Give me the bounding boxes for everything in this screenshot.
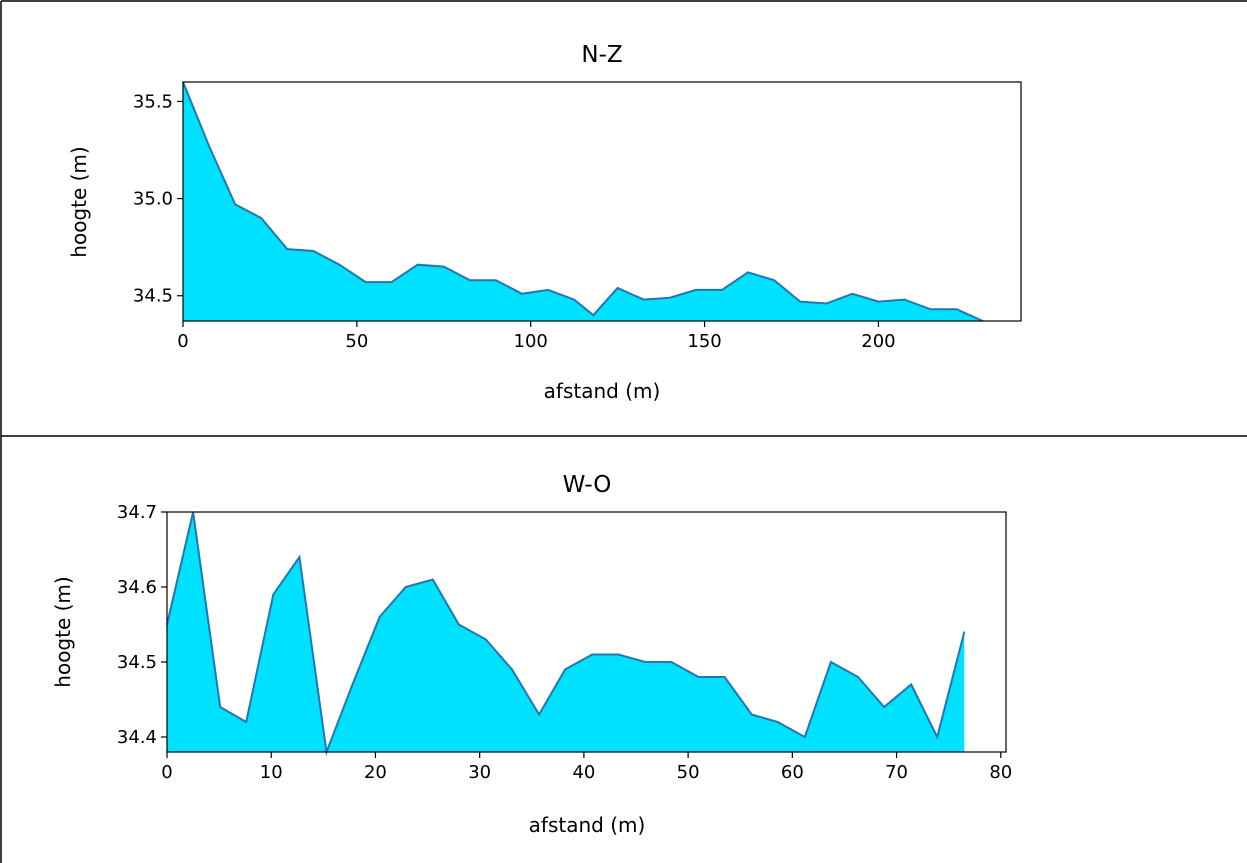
data-point (773, 279, 775, 282)
x-tick-label: 100 (514, 331, 548, 352)
data-point (469, 279, 471, 282)
data-point (804, 736, 806, 738)
chart-nz: N-Z afstand (m) hoogte (m) 0 50 100 150 200 3… (67, 42, 1022, 403)
data-point (312, 250, 315, 252)
data-point (351, 683, 354, 686)
data-point (857, 676, 859, 678)
data-point (298, 556, 301, 558)
data-point (338, 263, 341, 266)
data-point (485, 638, 487, 641)
data-point (777, 721, 779, 723)
data-point (416, 263, 419, 266)
data-point (644, 661, 647, 663)
data-point (617, 653, 620, 656)
data-point (364, 281, 367, 283)
data-point (670, 661, 673, 663)
y-tick-label: 34.5 (117, 652, 157, 673)
data-point (286, 248, 289, 250)
data-point (245, 721, 247, 723)
data-point (547, 289, 549, 291)
y-tick-label: 35.0 (133, 189, 173, 210)
chart-title: W-O (563, 472, 612, 498)
data-point (825, 302, 828, 305)
data-point (883, 706, 885, 708)
data-point (564, 668, 566, 671)
x-tick-label: 10 (260, 762, 283, 783)
data-point (721, 289, 723, 291)
x-tick-label: 80 (989, 762, 1012, 783)
data-point (592, 314, 595, 317)
data-point (404, 586, 407, 588)
data-point (936, 736, 938, 738)
x-tick-label: 20 (364, 762, 387, 783)
x-tick-label: 70 (885, 762, 908, 783)
data-point (538, 713, 540, 716)
data-point (877, 300, 880, 303)
y-tick-label: 34.6 (117, 577, 157, 598)
y-tick-label: 34.5 (133, 286, 173, 307)
x-tick-label: 150 (687, 331, 721, 352)
data-point (432, 578, 434, 581)
data-point (910, 683, 912, 686)
x-tick-label: 50 (345, 331, 368, 352)
area-fill (167, 512, 965, 752)
data-point (443, 265, 445, 268)
data-point (955, 308, 958, 311)
x-tick-label: 60 (781, 762, 804, 783)
data-point (458, 623, 460, 626)
data-point (697, 676, 700, 678)
data-point (591, 653, 593, 656)
data-point (929, 308, 932, 311)
y-axis-label: hoogte (m) (67, 146, 91, 257)
chart-title: N-Z (581, 42, 622, 68)
plot-area: 0 50 100 150 200 34.5 35.0 35.5 (133, 81, 1022, 352)
x-tick-label: 0 (177, 331, 188, 352)
y-axis-label: hoogte (m) (51, 576, 75, 687)
data-point (260, 217, 263, 219)
x-tick-label: 0 (161, 762, 172, 783)
chart-wo: W-O afstand (m) hoogte (m) 0 10 20 30 40 50 60… (51, 472, 1012, 837)
data-point (669, 296, 671, 299)
data-point (642, 298, 645, 301)
x-tick-label: 50 (677, 762, 700, 783)
data-point (799, 300, 801, 303)
x-axis-label: afstand (m) (544, 379, 661, 403)
data-point (830, 661, 832, 663)
plot-area: 0 10 20 30 40 50 60 70 80 34.4 34.5 34.6 34.7 (117, 502, 1012, 783)
data-point (573, 298, 575, 301)
x-tick-label: 200 (861, 331, 895, 352)
data-point (723, 676, 726, 678)
y-tick-label: 35.5 (133, 91, 173, 112)
data-point (521, 293, 523, 295)
area-fill (183, 82, 983, 321)
series-line (182, 81, 984, 322)
data-point (750, 713, 753, 716)
data-point (219, 706, 221, 708)
y-tick-label: 34.4 (117, 727, 157, 748)
axes-frame (166, 511, 1007, 753)
data-point (234, 203, 236, 206)
data-point (272, 593, 275, 596)
x-tick-label: 40 (572, 762, 595, 783)
data-point (390, 281, 393, 283)
x-axis-label: afstand (m) (529, 813, 646, 837)
data-point (378, 616, 381, 618)
data-point (616, 287, 619, 289)
data-point (747, 271, 749, 274)
data-point (495, 279, 497, 282)
data-point (851, 293, 854, 295)
data-point (511, 668, 513, 671)
axes-frame (182, 81, 1022, 322)
y-tick-label: 34.7 (117, 502, 157, 523)
x-tick-label: 30 (468, 762, 491, 783)
data-point (695, 289, 697, 291)
data-point (963, 631, 966, 633)
data-point (208, 145, 210, 147)
data-point (903, 298, 906, 301)
